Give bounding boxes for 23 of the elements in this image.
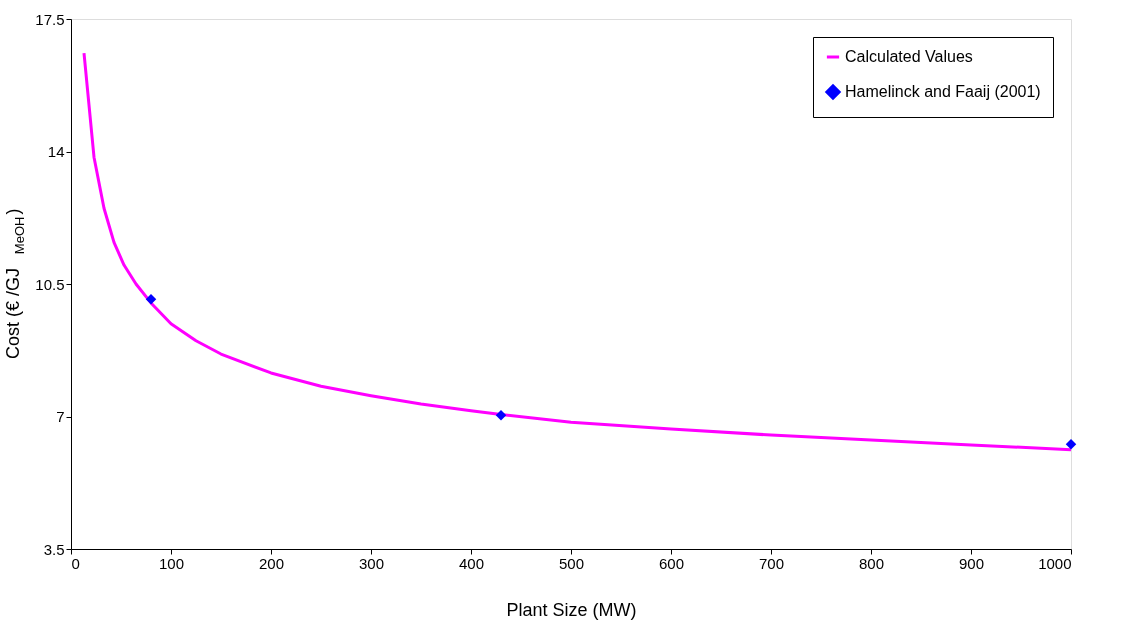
y-tick-label: 3.5 — [43, 540, 65, 558]
x-tick-label: 700 — [758, 554, 785, 572]
point — [145, 293, 157, 305]
point — [1065, 438, 1077, 450]
x-tick-label: 100 — [158, 554, 185, 572]
legend-label: Calculated Values — [845, 48, 973, 65]
y-tick-label: 17.5 — [35, 10, 65, 28]
y-tick-label: 14 — [47, 143, 65, 160]
x-tick-label: 200 — [258, 554, 285, 572]
x-axis-title: Plant Size (MW) — [506, 599, 637, 620]
y-tick-label: 7 — [56, 408, 65, 425]
x-tick-label: 0 — [71, 554, 80, 572]
x-tick-label: 300 — [358, 554, 385, 572]
legend-label: Hamelinck and Faaij (2001) — [845, 83, 1041, 100]
y-axis-title: Cost (€ /GJMeOH) — [3, 208, 27, 359]
point — [495, 410, 507, 421]
x-tick-label: 800 — [858, 554, 885, 572]
x-tick-label: 900 — [958, 554, 985, 572]
x-tick-label: 1000 — [1038, 554, 1072, 572]
x-tick-label: 600 — [658, 554, 685, 572]
y-tick-label: 10.5 — [35, 275, 65, 293]
x-tick-label: 400 — [458, 554, 485, 572]
x-tick-label: 500 — [558, 554, 585, 572]
